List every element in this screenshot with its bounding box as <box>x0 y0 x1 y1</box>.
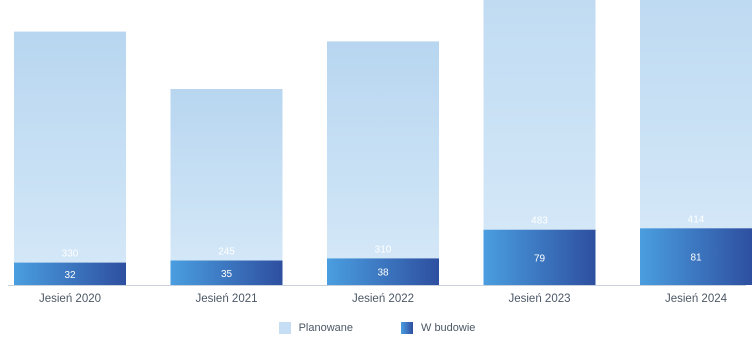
bars-group <box>14 0 752 285</box>
legend-item-in-construction: W budowie <box>401 322 475 334</box>
bar-in-construction-3 <box>483 229 596 285</box>
legend-item-planned: Planowane <box>278 322 353 334</box>
legend-label-in-construction: W budowie <box>421 322 476 334</box>
category-label-1: Jesień 2021 <box>195 293 257 305</box>
value-label-in-construction-3: 79 <box>534 253 546 264</box>
value-label-in-construction-2: 38 <box>377 268 389 279</box>
bar-in-construction-1 <box>170 260 283 285</box>
value-label-planned-2: 310 <box>375 244 392 255</box>
bar-planned-2 <box>327 41 439 259</box>
legend-swatch-planned <box>278 322 291 334</box>
labels-group: 330 32 Jesień 2020 245 35 Jesień 2021 310 38 Jes… <box>39 214 728 305</box>
value-label-in-construction-1: 35 <box>221 269 233 280</box>
category-label-0: Jesień 2020 <box>39 293 101 305</box>
bar-in-construction-4 <box>640 228 752 285</box>
legend-label-planned: Planowane <box>298 322 353 334</box>
legend: Planowane W budowie <box>0 322 754 334</box>
category-label-3: Jesień 2023 <box>508 293 570 305</box>
bar-planned-3 <box>483 0 596 230</box>
value-label-in-construction-4: 81 <box>690 253 702 264</box>
bar-planned-0 <box>14 31 126 263</box>
value-label-planned-1: 245 <box>218 247 235 258</box>
bar-planned-4 <box>640 0 752 229</box>
value-label-planned-4: 414 <box>688 214 705 225</box>
bar-in-construction-0 <box>14 262 126 285</box>
value-label-in-construction-0: 32 <box>64 270 76 281</box>
value-label-planned-0: 330 <box>62 249 79 260</box>
value-label-planned-3: 483 <box>531 216 548 227</box>
bar-planned-1 <box>170 89 283 261</box>
legend-swatch-in-construction <box>401 322 413 334</box>
category-label-2: Jesień 2022 <box>352 293 414 305</box>
bar-in-construction-2 <box>327 258 439 285</box>
category-label-4: Jesień 2024 <box>665 293 728 305</box>
